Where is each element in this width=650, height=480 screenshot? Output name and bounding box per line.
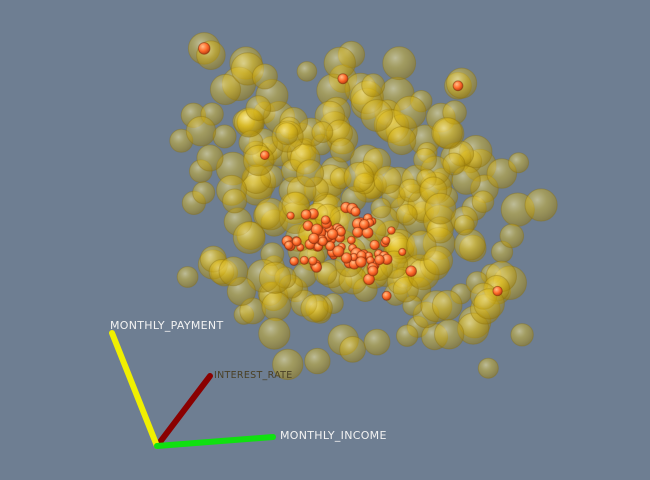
- outer-sphere-point: [434, 319, 465, 350]
- inner-marker-point: [286, 211, 295, 220]
- outer-sphere-point: [245, 95, 272, 122]
- inner-marker-point: [381, 290, 392, 301]
- outer-sphere-point: [323, 46, 356, 80]
- inner-marker-point: [320, 215, 331, 225]
- inner-marker-point: [452, 80, 464, 92]
- axis-line-monthly-income: [154, 434, 276, 449]
- inner-marker-point: [308, 232, 320, 245]
- outer-sphere-point: [243, 144, 275, 177]
- outer-sphere-point: [473, 288, 505, 320]
- inner-marker-point: [326, 228, 339, 240]
- inner-marker-point: [308, 256, 318, 266]
- outer-sphere-point: [251, 63, 278, 90]
- outer-sphere-point: [395, 203, 418, 226]
- outer-sphere-point: [361, 73, 386, 98]
- inner-marker-point: [259, 150, 270, 161]
- outer-sphere-point: [258, 261, 292, 294]
- outer-sphere-point: [311, 121, 334, 144]
- outer-sphere-point: [524, 188, 558, 222]
- outer-sphere-point: [176, 266, 199, 288]
- outer-sphere-point: [423, 245, 454, 276]
- outer-sphere-point: [373, 165, 402, 195]
- outer-sphere-point: [431, 117, 463, 149]
- outer-sphere-point: [275, 122, 299, 146]
- outer-sphere-point: [272, 348, 304, 381]
- outer-sphere-point: [300, 294, 329, 323]
- outer-sphere-point: [431, 290, 463, 321]
- inner-marker-point: [289, 256, 299, 267]
- axis-triad: MONTHLY_PAYMENT INTEREST_RATE MONTHLY_IN…: [109, 319, 387, 449]
- inner-marker-point: [350, 206, 361, 217]
- inner-marker-point: [347, 235, 356, 245]
- outer-sphere-point: [296, 61, 318, 82]
- outer-sphere-point: [212, 124, 237, 149]
- outer-sphere-point: [304, 347, 331, 375]
- outer-sphere-point: [510, 323, 534, 347]
- outer-sphere-point: [413, 147, 438, 172]
- axis-label-monthly-payment: MONTHLY_PAYMENT: [110, 319, 223, 332]
- outer-sphere-point: [185, 116, 217, 147]
- outer-sphere-point: [499, 223, 525, 249]
- inner-marker-point: [197, 42, 211, 55]
- outer-sphere-point: [442, 152, 466, 176]
- inner-marker-point: [374, 254, 385, 266]
- outer-sphere-point: [370, 197, 392, 219]
- outer-sphere-point: [192, 181, 216, 205]
- inner-marker-point: [317, 236, 328, 247]
- inner-marker-point: [355, 256, 367, 268]
- outer-sphere-point: [424, 192, 457, 225]
- inner-marker-point: [358, 219, 370, 230]
- outer-sphere-point: [453, 214, 475, 236]
- inner-marker-point: [367, 265, 379, 277]
- outer-sphere-point: [343, 161, 375, 193]
- outer-sphere-point: [232, 221, 266, 255]
- outer-sphere-point: [396, 324, 419, 347]
- inner-marker-point: [299, 255, 309, 265]
- inner-marker-point: [300, 209, 312, 221]
- outer-sphere-point: [382, 46, 417, 81]
- inner-marker-point: [405, 265, 418, 278]
- inner-marker-point: [325, 241, 336, 252]
- outer-sphere-point: [387, 126, 417, 156]
- outer-sphere-point: [254, 197, 287, 231]
- inner-marker-point: [387, 226, 396, 235]
- axis-line-interest-rate: [154, 373, 213, 449]
- inner-marker-point: [337, 73, 349, 85]
- outer-sphere-point: [296, 159, 325, 188]
- inner-marker-point: [398, 247, 407, 257]
- axis-label-interest-rate: INTEREST_RATE: [214, 370, 293, 381]
- inner-marker-point: [332, 245, 345, 258]
- inner-marker-point: [369, 239, 380, 251]
- outer-sphere-point: [258, 317, 291, 350]
- outer-sphere-point: [471, 190, 495, 213]
- inner-marker-point: [492, 285, 503, 297]
- outer-sphere-point: [218, 256, 249, 287]
- outer-sphere-point: [339, 336, 367, 363]
- inner-marker-point: [291, 236, 302, 247]
- inner-marker-point: [381, 236, 391, 245]
- outer-sphere-point: [209, 73, 242, 106]
- outer-sphere-point: [393, 95, 427, 130]
- inner-marker-point: [284, 240, 294, 251]
- outer-sphere-point: [360, 99, 394, 132]
- outer-sphere-layer: [169, 32, 558, 381]
- outer-sphere-point: [508, 152, 530, 174]
- axis-label-monthly-income: MONTHLY_INCOME: [280, 429, 387, 442]
- axis-line-monthly-payment: [109, 330, 160, 449]
- outer-sphere-point: [196, 144, 224, 172]
- outer-sphere-point: [222, 188, 248, 214]
- inner-marker-point: [340, 252, 353, 264]
- outer-sphere-point: [363, 328, 391, 356]
- outer-sphere-point: [329, 137, 355, 163]
- outer-sphere-point: [477, 357, 499, 379]
- outer-sphere-point: [261, 291, 292, 322]
- inner-marker-layer: [197, 42, 503, 301]
